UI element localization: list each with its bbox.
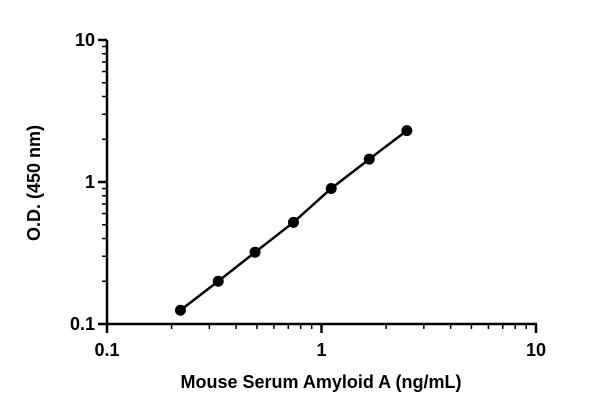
x-tick-label: 10 [526, 340, 546, 360]
x-tick-label: 1 [316, 340, 326, 360]
data-point [325, 182, 337, 194]
series [174, 125, 413, 316]
ticks: 0.1 1 10 0.1 1 10 [70, 30, 546, 360]
y-axis-title: O.D. (450 nm) [24, 125, 44, 241]
data-point [287, 216, 299, 228]
data-point [212, 275, 224, 287]
axes [105, 40, 537, 326]
data-point [401, 125, 413, 137]
data-point [249, 246, 261, 258]
data-point [363, 153, 375, 165]
y-tick-label: 10 [75, 30, 95, 50]
x-axis-title: Mouse Serum Amyloid A (ng/mL) [180, 372, 461, 392]
y-tick-label: 0.1 [70, 314, 95, 334]
data-point [174, 304, 186, 316]
x-tick-label: 0.1 [94, 340, 119, 360]
y-tick-label: 1 [85, 172, 95, 192]
